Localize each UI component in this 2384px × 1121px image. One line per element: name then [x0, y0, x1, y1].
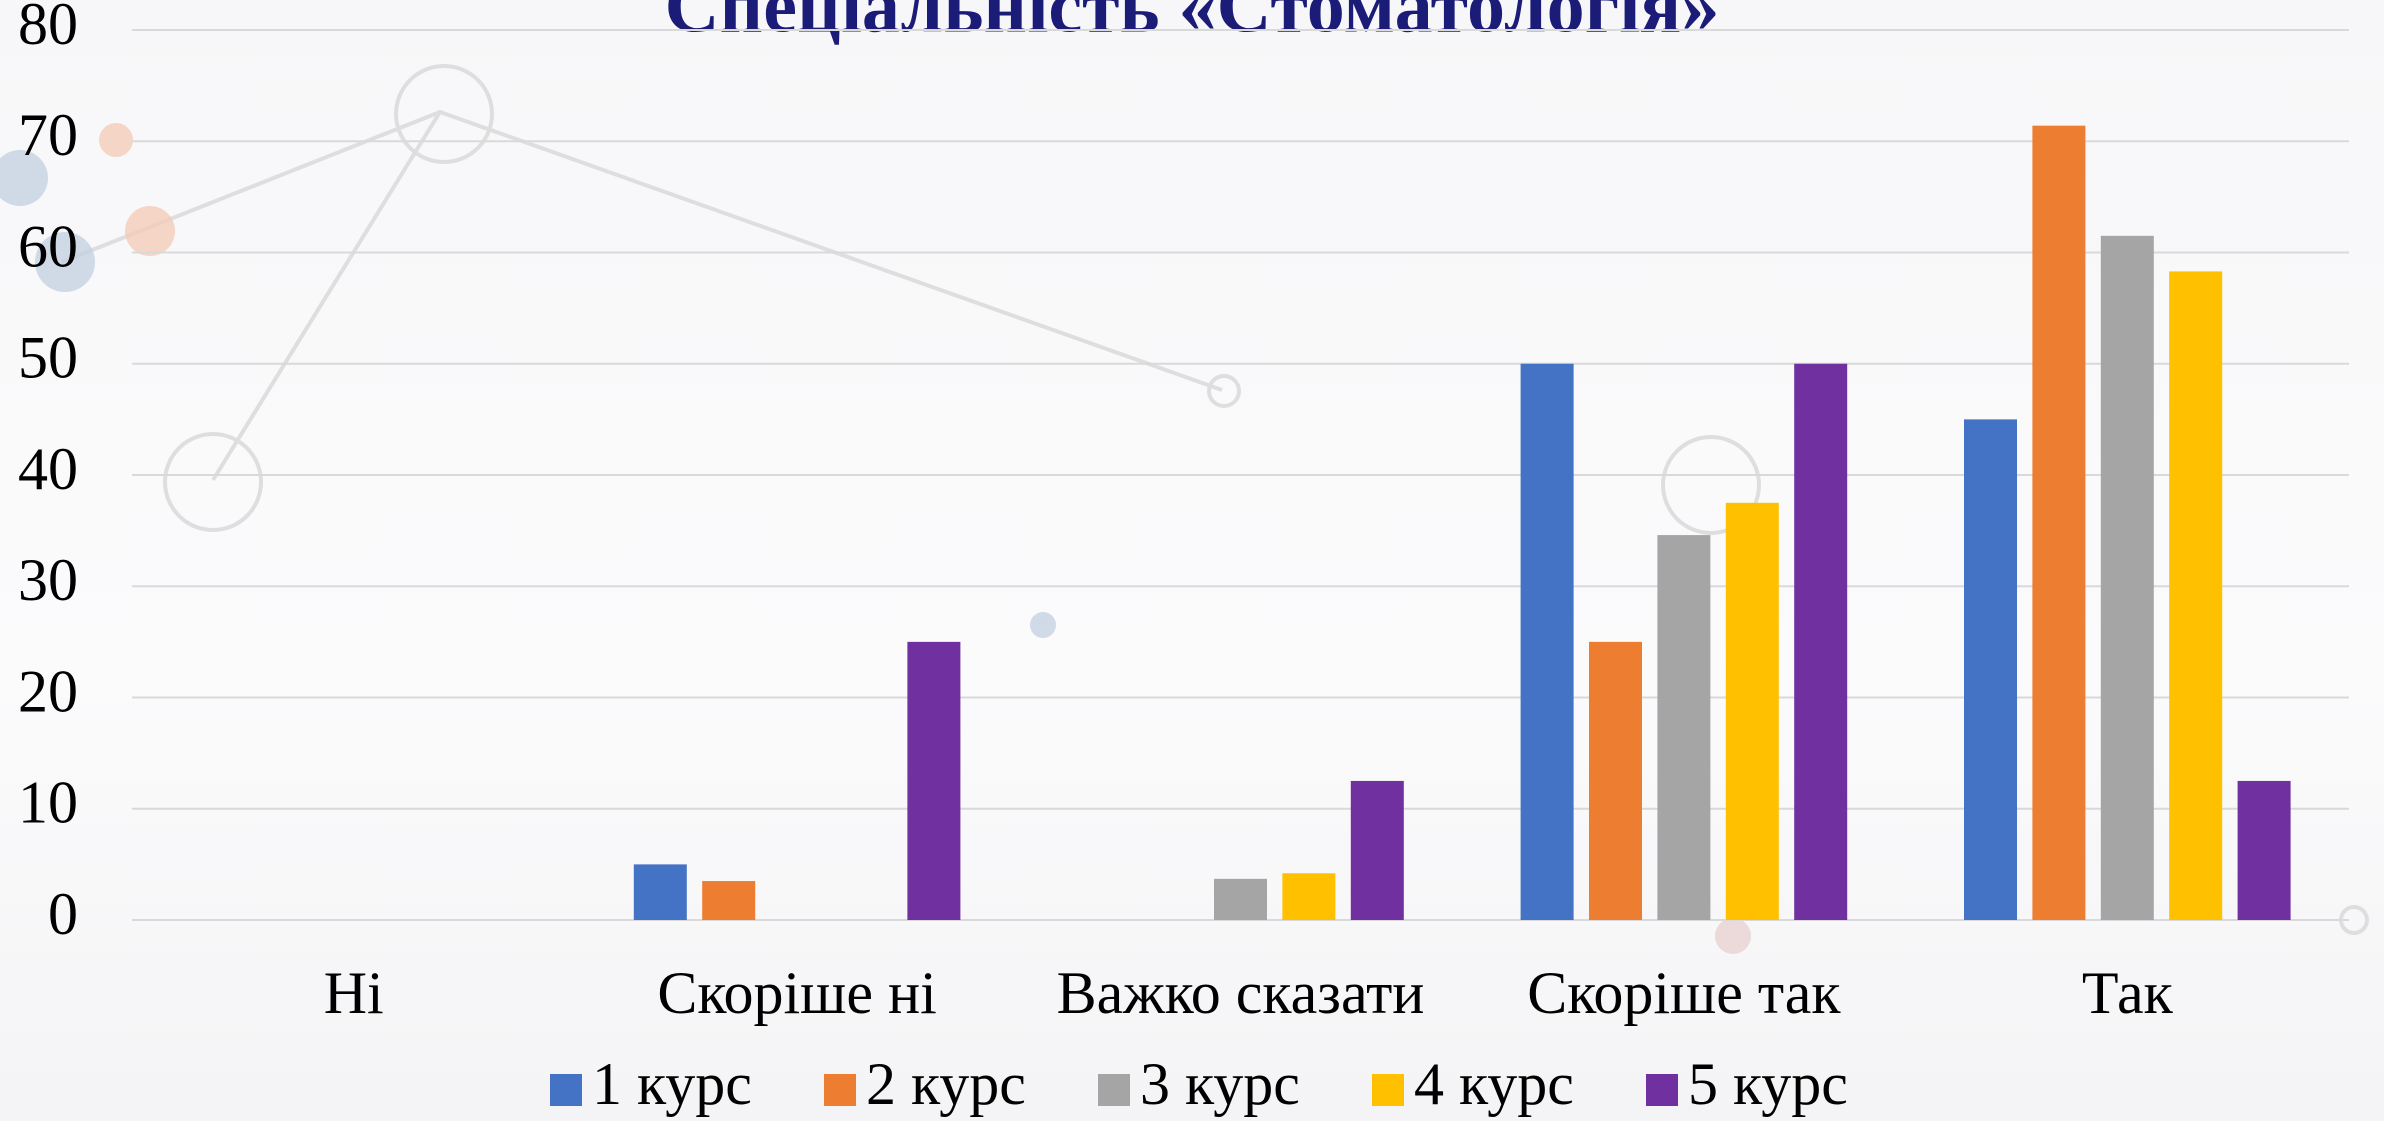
legend-swatch [1646, 1074, 1678, 1106]
y-tick-label: 20 [18, 658, 78, 724]
y-tick-label: 80 [18, 0, 78, 57]
background-decoration [0, 64, 2369, 954]
bar [1964, 419, 2017, 920]
bar [907, 641, 961, 920]
bar [702, 881, 756, 920]
legend-swatch [1372, 1074, 1404, 1106]
bar [633, 864, 687, 920]
bar [1520, 363, 1574, 920]
bar [1794, 363, 1848, 920]
y-tick-label: 10 [18, 770, 78, 836]
x-tick-label: Скоріше ні [657, 960, 936, 1026]
y-tick-label: 0 [48, 881, 78, 947]
bar [2237, 780, 2291, 920]
bar [1282, 873, 1336, 920]
chart-title: Спеціальність «Стоматологія» [665, 0, 1720, 48]
y-tick-label: 50 [18, 325, 78, 391]
y-tick-label: 60 [18, 213, 78, 279]
legend-label: 1 курс [592, 1051, 752, 1117]
y-tick-label: 40 [18, 436, 78, 502]
bar [2032, 125, 2086, 921]
legend-label: 5 курс [1688, 1051, 1848, 1117]
x-tick-label: Ні [324, 960, 384, 1026]
bar [1350, 780, 1404, 920]
legend-swatch [1098, 1074, 1130, 1106]
legend-swatch [550, 1074, 582, 1106]
bar [2100, 235, 2154, 920]
legend-label: 4 курс [1414, 1051, 1574, 1117]
x-tick-label: Скоріше так [1527, 960, 1841, 1026]
x-tick-label: Так [2082, 960, 2174, 1026]
bar [1657, 535, 1711, 920]
legend-label: 2 курс [866, 1051, 1026, 1117]
bar [1589, 641, 1642, 920]
bar [1214, 878, 1267, 920]
x-tick-label: Важко сказати [1057, 960, 1425, 1026]
y-tick-label: 30 [18, 547, 78, 613]
y-tick-label: 70 [18, 102, 78, 168]
legend-label: 3 курс [1140, 1051, 1300, 1117]
bar [2169, 271, 2223, 921]
bar [1725, 502, 1779, 920]
legend-swatch [824, 1074, 856, 1106]
